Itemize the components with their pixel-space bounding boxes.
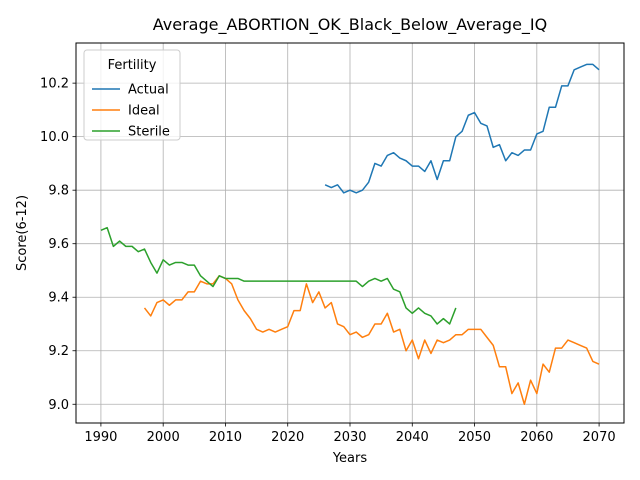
series-line-actual: [324, 63, 600, 194]
x-tick-label: 2040: [396, 430, 429, 445]
legend-label-actual: Actual: [128, 83, 169, 98]
y-tick-label: 9.6: [48, 237, 69, 252]
series-line-sterile: [100, 226, 457, 325]
x-tick-label: 2020: [271, 430, 304, 445]
y-axis-label: Score(6-12): [15, 195, 30, 271]
y-tick-label: 9.8: [48, 184, 69, 199]
series-layer: [100, 63, 600, 406]
legend-label-sterile: Sterile: [128, 125, 170, 140]
x-tick-label: 2070: [583, 430, 616, 445]
x-tick-label: 2030: [333, 430, 366, 445]
legend: Fertility Actual Ideal Sterile: [83, 49, 181, 141]
x-tick-label: 2000: [147, 430, 180, 445]
legend-box: [83, 49, 181, 141]
axis-ticks: 1990 2000 2010 2020 2030 2040 2050 2060 2070 9.0 9…: [40, 77, 616, 445]
x-tick-label: 1990: [84, 430, 117, 445]
x-axis-label: Years: [332, 451, 368, 466]
y-tick-label: 9.4: [48, 291, 69, 306]
legend-label-ideal: Ideal: [128, 104, 160, 119]
legend-title: Fertility: [108, 58, 157, 73]
y-tick-label: 10.2: [40, 77, 69, 92]
y-tick-label: 9.0: [48, 398, 69, 413]
y-tick-label: 10.0: [40, 130, 69, 145]
y-tick-label: 9.2: [48, 344, 69, 359]
chart-title: Average_ABORTION_OK_Black_Below_Average_…: [153, 15, 547, 35]
x-tick-label: 2060: [520, 430, 553, 445]
x-tick-label: 2010: [209, 430, 242, 445]
x-tick-label: 2050: [458, 430, 491, 445]
